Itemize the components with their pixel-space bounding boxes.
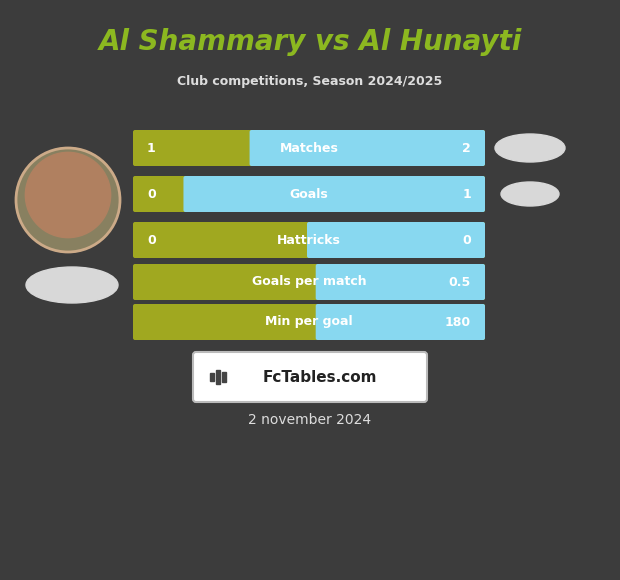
FancyBboxPatch shape	[133, 176, 485, 212]
FancyBboxPatch shape	[307, 222, 485, 258]
Text: 180: 180	[445, 316, 471, 328]
Circle shape	[25, 153, 110, 238]
Text: 1: 1	[463, 187, 471, 201]
Bar	[252, 132, 483, 164]
Text: 1: 1	[147, 142, 156, 154]
Bar	[222, 372, 226, 382]
Text: Matches: Matches	[280, 142, 339, 154]
Text: Goals: Goals	[290, 187, 329, 201]
Text: 0.5: 0.5	[449, 276, 471, 288]
Text: 2 november 2024: 2 november 2024	[249, 413, 371, 427]
Bar	[216, 370, 220, 384]
Ellipse shape	[26, 267, 118, 303]
Text: Min per goal: Min per goal	[265, 316, 353, 328]
Circle shape	[16, 148, 120, 252]
FancyBboxPatch shape	[193, 352, 427, 402]
FancyBboxPatch shape	[133, 304, 485, 340]
Text: Club competitions, Season 2024/2025: Club competitions, Season 2024/2025	[177, 75, 443, 89]
Bar	[185, 178, 483, 210]
FancyBboxPatch shape	[184, 176, 485, 212]
Text: 2: 2	[463, 142, 471, 154]
FancyBboxPatch shape	[133, 264, 485, 300]
Ellipse shape	[495, 134, 565, 162]
Text: Goals per match: Goals per match	[252, 276, 366, 288]
Text: Al Shammary vs Al Hunayti: Al Shammary vs Al Hunayti	[99, 28, 521, 56]
FancyBboxPatch shape	[250, 130, 485, 166]
Text: 0: 0	[463, 234, 471, 246]
Bar	[210, 373, 214, 381]
Text: 0: 0	[147, 234, 156, 246]
Bar	[317, 306, 483, 338]
Text: FcTables.com: FcTables.com	[263, 369, 377, 385]
Text: 0: 0	[147, 187, 156, 201]
FancyBboxPatch shape	[316, 264, 485, 300]
Text: Hattricks: Hattricks	[277, 234, 341, 246]
Bar	[317, 266, 483, 298]
FancyBboxPatch shape	[133, 222, 485, 258]
FancyBboxPatch shape	[316, 304, 485, 340]
FancyBboxPatch shape	[133, 130, 485, 166]
Bar	[309, 224, 483, 256]
Ellipse shape	[501, 182, 559, 206]
